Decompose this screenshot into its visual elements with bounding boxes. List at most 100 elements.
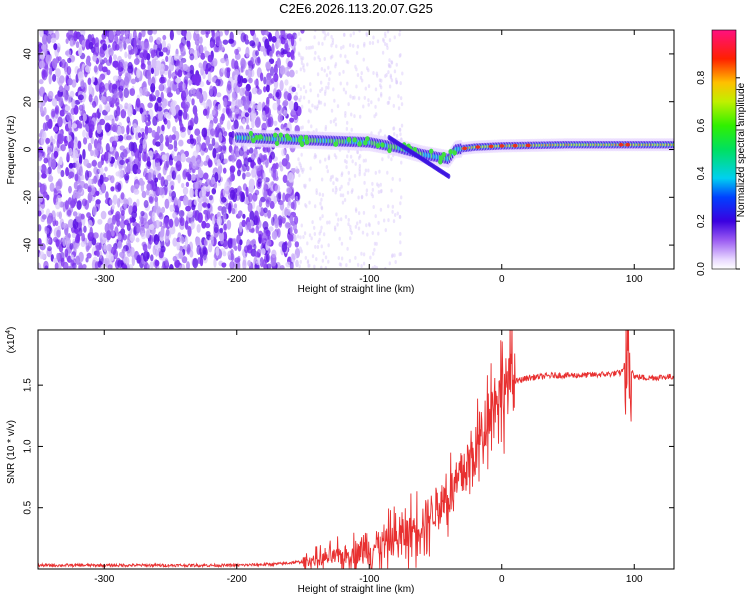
spectrogram-cell xyxy=(51,58,58,69)
x-tick-label: -200 xyxy=(227,574,247,585)
spectrogram-cell xyxy=(311,220,314,225)
spectrogram-cell xyxy=(299,235,302,240)
spectrogram-cell xyxy=(98,56,103,63)
spectrogram-cell xyxy=(347,170,350,175)
spectrogram-cell xyxy=(88,83,93,94)
spectrogram-cell xyxy=(148,223,155,231)
spectrogram-cell xyxy=(235,84,241,94)
spectrogram-cell xyxy=(67,233,71,239)
spectrogram-cell xyxy=(67,94,72,104)
spectrogram-cell xyxy=(321,192,325,197)
spectrogram-cell xyxy=(173,196,178,206)
spectrogram-cell xyxy=(358,153,362,158)
spectrogram-cell xyxy=(340,256,344,261)
spectrogram-cell xyxy=(314,50,317,55)
spectrogram-cell xyxy=(258,230,263,238)
spectrogram-cell xyxy=(117,182,122,192)
spectrogram-cell xyxy=(207,54,213,63)
spectrogram-cell xyxy=(165,55,169,63)
spectrogram-cell xyxy=(221,262,227,268)
spectrogram-cell xyxy=(124,173,130,181)
spectrogram-cell xyxy=(345,263,348,268)
spectrogram-cell xyxy=(98,166,104,175)
spectrogram-cell xyxy=(190,117,195,128)
spectrogram-cell xyxy=(203,238,209,247)
spectrogram-cell xyxy=(299,141,305,148)
spectrogram-cell xyxy=(111,118,115,126)
spectrogram-cell xyxy=(389,75,393,80)
spectrogram-cell xyxy=(53,126,59,132)
spectrogram-cell xyxy=(320,87,324,92)
spectrogram-cell xyxy=(67,57,72,64)
spectrogram-cell xyxy=(325,85,328,90)
spectrogram-cell xyxy=(279,80,284,92)
spectrogram-cell xyxy=(377,97,380,102)
spectrogram-cell xyxy=(323,36,326,41)
spectrogram-cell xyxy=(212,147,217,159)
spectrogram-cell xyxy=(108,48,114,57)
spectrogram-cell xyxy=(179,235,185,244)
spectrogram-cell xyxy=(153,234,160,245)
spectrogram-cell xyxy=(329,119,333,124)
spectrogram-cell xyxy=(196,159,202,168)
spectrogram-cell xyxy=(349,236,352,241)
spectrogram-cell xyxy=(311,254,315,259)
spectrogram-cell xyxy=(175,160,182,172)
spectrogram-cell xyxy=(250,30,255,37)
spectrogram-cell xyxy=(147,114,151,122)
spectrogram-cell xyxy=(45,54,52,64)
spectrogram-cell xyxy=(304,89,308,94)
spectrogram-cell xyxy=(121,248,126,254)
spectrogram-cell xyxy=(169,30,174,41)
spectrogram-cell xyxy=(126,124,130,135)
spectrogram-cell xyxy=(377,189,381,194)
spectrogram-cell xyxy=(254,134,259,140)
spectrogram-cell xyxy=(378,169,381,174)
spectrogram-cell xyxy=(104,122,111,133)
x-tick-label: -300 xyxy=(94,274,114,285)
spectrogram-cell xyxy=(222,167,227,174)
spectrogram-cell xyxy=(281,242,288,253)
spectrogram-cell xyxy=(149,261,154,269)
spectrogram-cell xyxy=(315,257,318,262)
spectrogram-cell xyxy=(394,77,398,82)
spectrogram-cell xyxy=(327,65,330,70)
spectrogram-cell xyxy=(314,30,317,33)
spectrogram-cell xyxy=(372,251,375,256)
spectrogram-cell xyxy=(291,55,296,61)
spectrogram-cell xyxy=(290,201,295,210)
spectrogram-cell xyxy=(326,169,330,174)
spectrogram-cell xyxy=(38,210,42,217)
spectrogram-cell xyxy=(259,257,264,268)
spectrogram-cell xyxy=(224,30,229,36)
spectrogram-cell xyxy=(344,214,348,219)
spectrogram-cell xyxy=(67,218,74,229)
spectrogram-cell xyxy=(178,216,183,224)
spectrogram-cell xyxy=(297,201,301,206)
spectrogram-cell xyxy=(220,57,226,64)
spectrogram-cell xyxy=(156,106,163,112)
spectrogram-cell xyxy=(249,147,254,154)
spectrogram-cell xyxy=(53,43,58,51)
x-tick-label: 100 xyxy=(626,274,643,285)
spectrogram-cell xyxy=(327,85,330,90)
spectrogram-cell xyxy=(65,49,72,57)
spectrogram-cell xyxy=(156,125,161,135)
spectrogram-cell xyxy=(230,149,235,157)
spectrogram-cell xyxy=(381,50,385,55)
spectrogram-cell xyxy=(377,220,380,225)
spectrogram-cell xyxy=(257,178,263,184)
spectrogram-cell xyxy=(388,64,391,69)
spectrogram-cell xyxy=(182,195,189,206)
spectrogram-cell xyxy=(86,252,92,259)
spectrogram-cell xyxy=(297,84,300,89)
spectrogram-cell xyxy=(377,183,380,188)
spectrogram-cell xyxy=(382,218,386,223)
spectrogram-cell xyxy=(334,185,338,190)
spectrogram-cell xyxy=(306,260,310,265)
spectrogram-cell xyxy=(227,80,232,91)
spectrogram-cell xyxy=(265,253,270,263)
spectrogram-cell xyxy=(386,30,390,34)
spectrogram-cell xyxy=(184,236,189,247)
spectrogram-cell xyxy=(337,217,340,222)
